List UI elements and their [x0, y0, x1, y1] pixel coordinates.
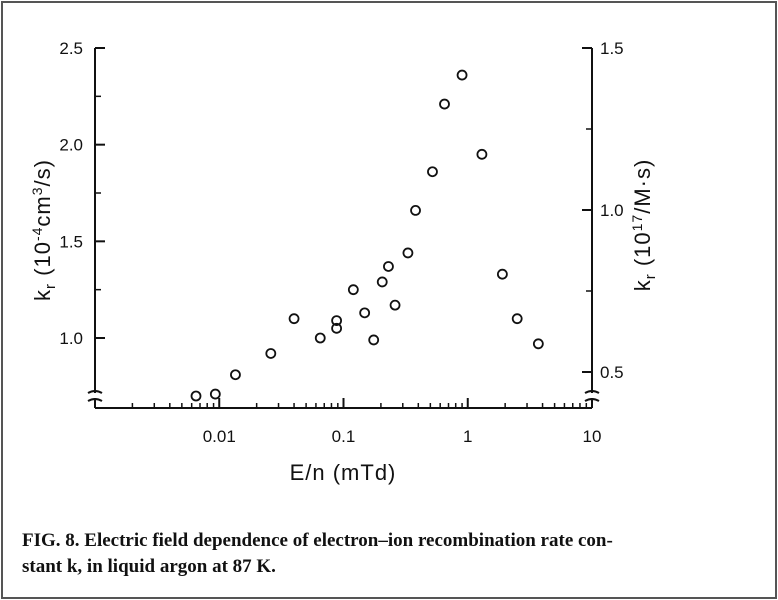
svg-text:kr (1017/M·s): kr (1017/M·s)	[629, 159, 659, 292]
y-axis-label-right: kr (1017/M·s)	[629, 159, 659, 292]
data-point	[331, 315, 343, 327]
caption-line-2: stant k, in liquid argon at 87 K.	[22, 556, 276, 577]
data-point	[476, 148, 488, 160]
data-point	[190, 390, 202, 402]
caption-line-1: FIG. 8. Electric field dependence of ele…	[22, 530, 613, 551]
data-point	[331, 322, 343, 334]
data-point	[402, 247, 414, 259]
y-right-tick-label: 1.5	[600, 39, 624, 58]
data-point	[532, 338, 544, 350]
y-tick-label: 1.0	[59, 329, 83, 348]
y-axis-label-left: kr (10-4cm3/s)	[29, 159, 59, 301]
data-point	[265, 348, 277, 359]
data-point	[209, 388, 221, 400]
axis-ticks: 0.01 0.1 1 10 1.0 1.5 2.0 2.5 0.5 1.0 1.5	[59, 39, 623, 446]
svg-text:kr (10-4cm3/s): kr (10-4cm3/s)	[29, 159, 59, 301]
data-point	[427, 166, 438, 178]
x-tick-label: 0.1	[332, 427, 356, 446]
y-tick-label: 2.0	[59, 136, 83, 155]
data-point	[389, 299, 401, 311]
y-tick-label: 1.5	[59, 232, 83, 251]
y-tick-label: 2.5	[59, 39, 83, 58]
x-axis-label: E/n (mTd)	[290, 460, 397, 485]
data-point	[230, 369, 241, 381]
data-point	[496, 268, 508, 280]
data-point	[359, 307, 371, 319]
x-tick-label: 10	[583, 427, 602, 446]
data-point	[439, 98, 450, 110]
data-point	[383, 261, 394, 272]
data-points	[190, 69, 544, 402]
x-tick-label: 0.01	[203, 427, 236, 446]
data-point	[511, 313, 523, 325]
y-right-tick-label: 0.5	[600, 363, 624, 382]
chart-axes	[87, 48, 600, 409]
data-point	[410, 204, 421, 216]
figure-caption: FIG. 8. Electric field dependence of ele…	[22, 528, 762, 580]
data-point	[456, 69, 468, 81]
y-right-tick-label: 1.0	[600, 201, 624, 220]
data-point	[368, 334, 380, 346]
scatter-chart: 0.01 0.1 1 10 1.0 1.5 2.0 2.5 0.5 1.0 1.5 E/n (mTd…	[29, 39, 659, 485]
data-point	[347, 284, 359, 296]
data-point	[314, 332, 326, 344]
data-point	[288, 313, 300, 325]
data-point	[376, 276, 388, 288]
x-tick-label: 1	[463, 427, 472, 446]
